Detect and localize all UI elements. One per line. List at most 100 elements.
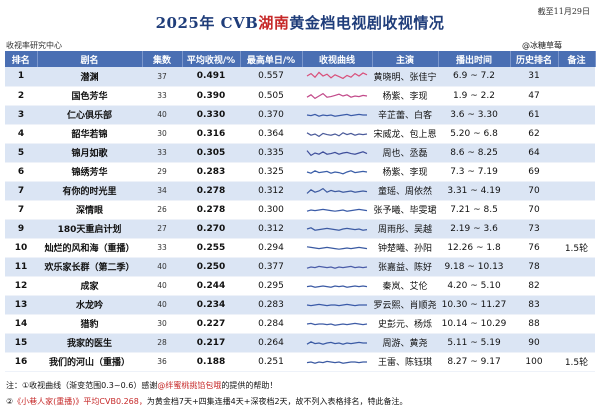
episodes-cell: 29	[142, 162, 182, 182]
history-rank-cell: 82	[510, 276, 558, 296]
table-row: 5 锦月如歌 33 0.305 0.335 周也、丞磊 8.6 ~ 8.25 64	[5, 143, 595, 163]
cast-cell: 钟楚曦、孙阳	[372, 238, 438, 258]
episodes-cell: 37	[142, 67, 182, 87]
column-header: 排名	[5, 51, 38, 67]
sparkline-path	[306, 149, 368, 156]
footnote-1-prefix: 注：①收视曲线（渐变范围0.3~0.6）感谢	[6, 381, 158, 390]
avg-rating-cell: 0.234	[182, 295, 240, 315]
cast-cell: 周也、丞磊	[372, 143, 438, 163]
sparkline-path	[306, 340, 367, 345]
max-rating-cell: 0.364	[240, 124, 302, 144]
column-header: 主演	[372, 51, 439, 67]
episodes-cell: 33	[142, 143, 182, 163]
curve-2-sparkline	[306, 92, 368, 99]
rank-cell: 9	[5, 219, 37, 239]
history-rank-cell: 83	[510, 295, 558, 315]
history-rank-cell: 76	[510, 238, 558, 258]
sparkline-path	[306, 303, 367, 306]
table-row: 12 成家 40 0.244 0.295 秦岚、艾伦 4.20 ~ 5.10 82	[5, 276, 595, 296]
cast-cell: 罗云熙、肖顺尧	[372, 295, 438, 315]
air-time-cell: 3.31 ~ 4.19	[438, 181, 510, 201]
sparkline-path	[306, 322, 368, 326]
table-row: 4 韶华若锦 30 0.316 0.364 宋威龙、包上恩 5.20 ~ 6.8 62	[5, 124, 595, 144]
cast-cell: 史彭元、杨烁	[372, 314, 438, 334]
table-row: 11 欢乐家长群（第二季） 40 0.250 0.377 张嘉益、陈好 9.18 ~ 10.…	[5, 257, 595, 277]
note-cell	[558, 67, 595, 87]
drama-name-cell: 灿烂的风和海（重播）	[37, 238, 142, 258]
drama-name-cell: 欢乐家长群（第二季）	[37, 257, 142, 277]
avg-rating-cell: 0.250	[182, 257, 240, 277]
author-handle: @冰糖草莓	[522, 41, 562, 50]
rating-curve-cell	[302, 181, 372, 201]
max-rating-cell: 0.370	[240, 105, 302, 125]
curve-16-sparkline	[306, 360, 367, 364]
avg-rating-cell: 0.270	[182, 219, 240, 239]
column-header: 平均收视/%	[182, 51, 241, 67]
drama-name-cell: 猎豹	[37, 314, 142, 334]
curve-14-sparkline	[306, 322, 368, 326]
footnote-2-highlight: 《小巷人家(重播)》平均CVB0.268，	[13, 397, 147, 406]
rating-curve-cell	[302, 352, 372, 372]
rating-curve-cell	[302, 124, 372, 144]
max-rating-cell: 0.283	[240, 295, 302, 315]
air-time-cell: 2.19 ~ 3.6	[438, 219, 510, 239]
rank-cell: 7	[5, 200, 37, 220]
table-row: 15 我家的医生 28 0.217 0.264 周游、黄尧 5.11 ~ 5.19 90	[5, 333, 595, 353]
column-header: 最高单日/%	[240, 51, 303, 67]
rank-cell: 4	[5, 124, 37, 144]
episodes-cell: 33	[142, 238, 182, 258]
air-time-cell: 6.9 ~ 7.2	[438, 67, 510, 87]
note-cell	[558, 257, 595, 277]
avg-rating-cell: 0.316	[182, 124, 240, 144]
cast-cell: 辛芷蕾、白客	[372, 105, 438, 125]
curve-15-sparkline	[306, 340, 367, 345]
history-rank-cell: 47	[510, 86, 558, 106]
episodes-cell: 30	[142, 124, 182, 144]
curve-7-sparkline	[306, 187, 368, 194]
air-time-cell: 8.6 ~ 8.25	[438, 143, 510, 163]
table-row: 6 锦绣芳华 29 0.283 0.325 杨紫、李现 7.3 ~ 7.19 69	[5, 162, 595, 182]
history-rank-cell: 73	[510, 219, 558, 239]
cast-cell: 周雨彤、吴越	[372, 219, 438, 239]
sparkline-path	[306, 265, 368, 269]
air-time-cell: 4.20 ~ 5.10	[438, 276, 510, 296]
cast-cell: 王雷、陈钰琪	[372, 352, 438, 372]
air-time-cell: 7.3 ~ 7.19	[438, 162, 510, 182]
avg-rating-cell: 0.491	[182, 67, 240, 87]
rating-curve-cell	[302, 257, 372, 277]
history-rank-cell: 100	[510, 352, 558, 372]
cast-cell: 秦岚、艾伦	[372, 276, 438, 296]
avg-rating-cell: 0.244	[182, 276, 240, 296]
column-header: 收视曲线	[302, 51, 373, 67]
note-cell	[558, 314, 595, 334]
page-title: 2025年 CVB湖南黄金档电视剧收视情况	[0, 12, 600, 33]
avg-rating-cell: 0.305	[182, 143, 240, 163]
curve-9-sparkline	[306, 226, 368, 231]
table-row: 3 仁心俱乐部 40 0.330 0.370 辛芷蕾、白客 3.6 ~ 3.30 61	[5, 105, 595, 125]
air-time-cell: 7.21 ~ 8.5	[438, 200, 510, 220]
air-time-cell: 5.11 ~ 5.19	[438, 333, 510, 353]
episodes-cell: 26	[142, 200, 182, 220]
curve-1-sparkline	[306, 71, 368, 80]
air-time-cell: 9.18 ~ 10.13	[438, 257, 510, 277]
history-rank-cell: 78	[510, 257, 558, 277]
note-cell	[558, 162, 595, 182]
source-label: 收视率研究中心	[6, 41, 62, 50]
drama-name-cell: 我家的医生	[37, 333, 142, 353]
air-time-cell: 1.9 ~ 2.2	[438, 86, 510, 106]
drama-name-cell: 国色芳华	[37, 86, 142, 106]
table-row: 9 180天重启计划 27 0.270 0.312 周雨彤、吴越 2.19 ~ 3.6 73	[5, 219, 595, 239]
table-row: 2 国色芳华 33 0.390 0.505 杨紫、李现 1.9 ~ 2.2 47	[5, 86, 595, 106]
sparkline-path	[306, 226, 368, 231]
max-rating-cell: 0.325	[240, 162, 302, 182]
history-rank-cell: 31	[510, 67, 558, 87]
avg-rating-cell: 0.283	[182, 162, 240, 182]
footnote-1-suffix: 的提供的帮助！	[221, 381, 278, 390]
cast-cell: 张嘉益、陈好	[372, 257, 438, 277]
rank-cell: 15	[5, 333, 37, 353]
air-time-cell: 5.20 ~ 6.8	[438, 124, 510, 144]
note-cell	[558, 295, 595, 315]
footnote-2: ②《小巷人家(重播)》平均CVB0.268，为黄金档7天+四集连播4天+深夜档2…	[6, 396, 408, 407]
rating-curve-cell	[302, 200, 372, 220]
